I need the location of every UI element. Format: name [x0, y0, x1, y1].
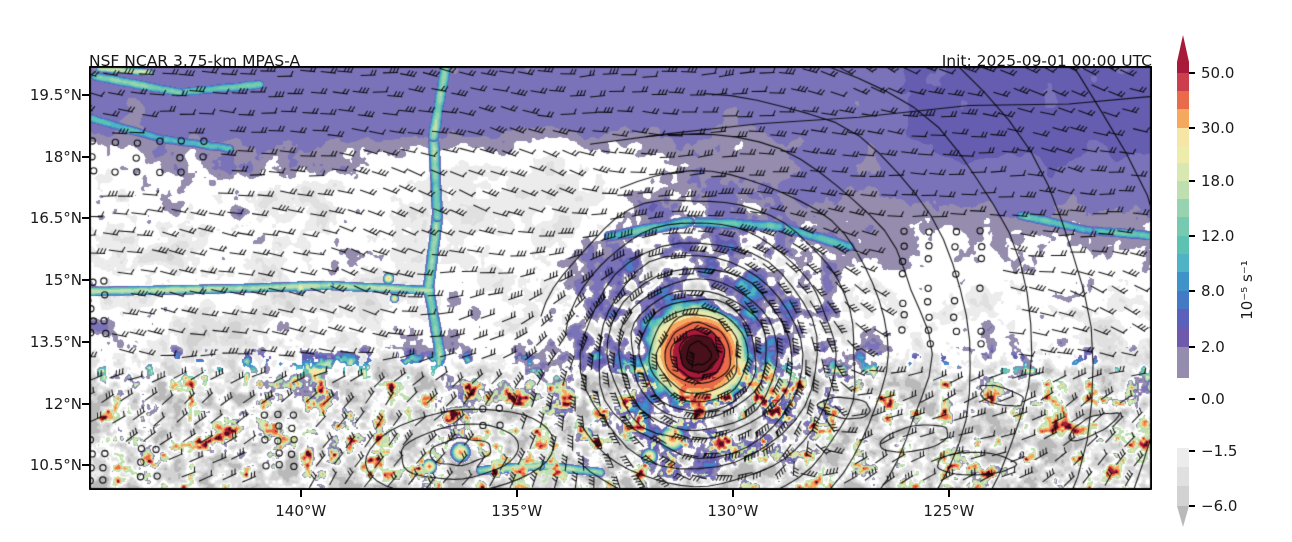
- x-tick-mark: [731, 490, 734, 497]
- y-tick-mark: [82, 464, 89, 467]
- colorbar-tick-mark: [1189, 505, 1195, 507]
- colorbar-extend-max-arrow: [1177, 35, 1189, 62]
- colorbar-segment: [1177, 109, 1189, 128]
- colorbar-tick-mark: [1189, 290, 1195, 292]
- colorbar-segment: [1177, 378, 1189, 448]
- y-tick-mark: [82, 155, 89, 158]
- y-tick-mark: [82, 217, 89, 220]
- colorbar-segment: [1177, 291, 1189, 309]
- colorbar-tick-mark: [1189, 450, 1195, 452]
- colorbar-segment: [1177, 181, 1189, 199]
- y-tick-mark: [82, 279, 89, 282]
- colorbar-tick-label: 18.0: [1201, 172, 1235, 190]
- colorbar-segment: [1177, 217, 1189, 236]
- colorbar-unit-label: 10⁻⁵ s⁻¹: [1238, 260, 1256, 320]
- colorbar-tick-label: 30.0: [1201, 119, 1235, 137]
- colorbar-segment: [1177, 62, 1189, 73]
- y-tick-mark: [82, 340, 89, 343]
- colorbar-segment: [1177, 328, 1189, 347]
- y-tick-label: 12°N: [44, 394, 82, 413]
- y-tick-mark: [82, 402, 89, 405]
- x-tick-mark: [947, 490, 950, 497]
- colorbar-segment: [1177, 91, 1189, 109]
- colorbar-tick-mark: [1189, 235, 1195, 237]
- y-tick-label: 15°N: [44, 271, 82, 290]
- y-tick-label: 18°N: [44, 147, 82, 166]
- colorbar-segment: [1177, 236, 1189, 254]
- colorbar-segment: [1177, 128, 1189, 146]
- colorbar-segment: [1177, 272, 1189, 291]
- colorbar-segment: [1177, 347, 1189, 378]
- y-tick-label: 16.5°N: [29, 209, 82, 228]
- x-tick-label: 125°W: [923, 502, 975, 520]
- colorbar-extend-min-arrow: [1177, 506, 1189, 527]
- colorbar: [1177, 62, 1189, 506]
- colorbar-segment: [1177, 163, 1189, 181]
- colorbar-tick-label: 12.0: [1201, 227, 1235, 245]
- colorbar-tick-mark: [1189, 72, 1195, 74]
- colorbar-segment: [1177, 254, 1189, 272]
- init-time: Init: 2025-09-01 00:00 UTC: [941, 52, 1152, 70]
- vorticity-map-canvas: [89, 66, 1152, 490]
- x-tick-mark: [299, 490, 302, 497]
- colorbar-segment: [1177, 448, 1189, 467]
- x-tick-label: 135°W: [491, 502, 543, 520]
- y-tick-mark: [82, 93, 89, 96]
- y-tick-label: 10.5°N: [29, 456, 82, 475]
- colorbar-segment: [1177, 486, 1189, 506]
- colorbar-tick-label: −1.5: [1201, 442, 1238, 460]
- x-tick-label: 130°W: [707, 502, 759, 520]
- colorbar-segment: [1177, 309, 1189, 328]
- colorbar-tick-label: −6.0: [1201, 497, 1238, 515]
- colorbar-tick-mark: [1189, 180, 1195, 182]
- colorbar-tick-label: 8.0: [1201, 282, 1225, 300]
- colorbar-segment: [1177, 199, 1189, 217]
- colorbar-segment: [1177, 73, 1189, 91]
- colorbar-tick-mark: [1189, 398, 1195, 400]
- x-tick-label: 140°W: [275, 502, 327, 520]
- y-tick-label: 19.5°N: [29, 85, 82, 104]
- map-plot-area: [89, 66, 1152, 490]
- x-tick-mark: [515, 490, 518, 497]
- colorbar-segment: [1177, 467, 1189, 486]
- colorbar-tick-mark: [1189, 127, 1195, 129]
- model-title: NSF NCAR 3.75-km MPAS-A: [89, 52, 301, 70]
- colorbar-tick-mark: [1189, 346, 1195, 348]
- y-tick-label: 13.5°N: [29, 332, 82, 351]
- colorbar-tick-label: 50.0: [1201, 64, 1235, 82]
- colorbar-tick-label: 2.0: [1201, 338, 1225, 356]
- colorbar-tick-label: 0.0: [1201, 390, 1225, 408]
- colorbar-segment: [1177, 146, 1189, 163]
